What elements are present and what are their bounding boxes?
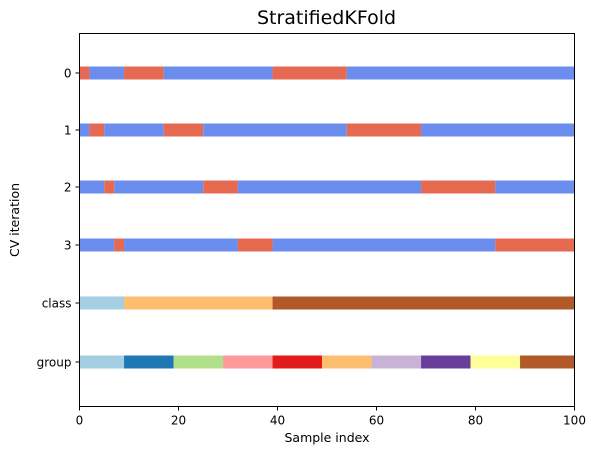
row-3-segment-1: [114, 238, 125, 252]
x-tick-label-20: 20: [171, 414, 186, 428]
x-tick-label-0: 0: [76, 414, 84, 428]
row-3-segment-5: [495, 238, 575, 252]
row-0-segment-1: [89, 66, 125, 80]
row-group-segment-0: [79, 355, 125, 369]
chart-title: StratifiedKFold: [257, 7, 396, 29]
row-0-segment-5: [346, 66, 575, 80]
row-2-segment-5: [421, 180, 496, 194]
x-tick-label-80: 80: [468, 414, 483, 428]
row-2-segment-1: [104, 180, 115, 194]
y-tick-label-group: group: [37, 356, 72, 370]
row-group-segment-5: [322, 355, 372, 369]
row-0-segment-0: [79, 66, 90, 80]
row-group-segment-2: [173, 355, 224, 369]
y-axis-label: CV iteration: [7, 183, 22, 257]
row-group-segment-8: [470, 355, 521, 369]
row-group-segment-1: [124, 355, 174, 369]
row-1-segment-6: [421, 123, 575, 137]
row-class-segment-1: [124, 296, 273, 310]
row-1-segment-5: [346, 123, 422, 137]
row-class-segment-0: [79, 296, 125, 310]
x-tick-label-40: 40: [270, 414, 285, 428]
row-group-segment-3: [223, 355, 273, 369]
row-1-segment-1: [89, 123, 105, 137]
row-1-segment-4: [203, 123, 347, 137]
y-tick-label-3: 3: [64, 239, 72, 253]
row-2-segment-4: [237, 180, 422, 194]
row-0-segment-3: [163, 66, 273, 80]
row-3-segment-0: [79, 238, 115, 252]
y-tick-label-2: 2: [64, 181, 72, 195]
row-class-segment-2: [272, 296, 575, 310]
y-axis-ticks: 0 1 2 3 class group: [37, 67, 80, 370]
row-1-segment-2: [104, 123, 164, 137]
row-group-segment-6: [371, 355, 422, 369]
x-tick-label-100: 100: [563, 414, 586, 428]
axes-frame: [79, 33, 575, 407]
row-0-segment-4: [272, 66, 347, 80]
row-group-segment-4: [272, 355, 323, 369]
row-1-segment-3: [163, 123, 204, 137]
row-2-segment-0: [79, 180, 105, 194]
plot-area: [79, 66, 575, 369]
row-2-segment-6: [495, 180, 575, 194]
row-3-segment-3: [237, 238, 273, 252]
x-axis-label: Sample index: [284, 430, 369, 445]
row-2-segment-2: [114, 180, 204, 194]
row-3-segment-4: [272, 238, 496, 252]
row-0-segment-2: [124, 66, 164, 80]
y-tick-label-1: 1: [64, 124, 72, 138]
x-tick-label-60: 60: [369, 414, 384, 428]
row-group-segment-7: [421, 355, 471, 369]
row-1-segment-0: [79, 123, 90, 137]
row-2-segment-3: [203, 180, 238, 194]
y-tick-label-0: 0: [64, 67, 72, 81]
x-axis-ticks: 0 20 40 60 80 100: [76, 406, 586, 428]
row-group-segment-9: [520, 355, 575, 369]
y-tick-label-class: class: [42, 297, 72, 311]
row-3-segment-2: [124, 238, 238, 252]
